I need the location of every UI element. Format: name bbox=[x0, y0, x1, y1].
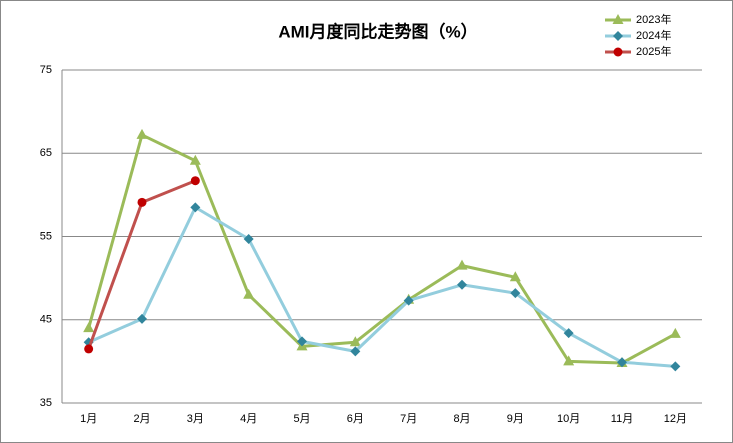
marker bbox=[563, 328, 574, 339]
marker bbox=[457, 279, 467, 290]
x-tick-label: 3月 bbox=[187, 413, 204, 425]
marker bbox=[137, 197, 147, 207]
y-tick-label: 55 bbox=[40, 230, 52, 242]
marker bbox=[136, 128, 148, 139]
marker bbox=[83, 322, 95, 333]
legend-marker bbox=[613, 31, 623, 41]
x-tick-label: 8月 bbox=[453, 413, 470, 425]
marker bbox=[190, 176, 200, 186]
marker bbox=[403, 295, 414, 306]
marker bbox=[617, 357, 627, 368]
marker bbox=[190, 202, 201, 213]
x-tick-label: 9月 bbox=[507, 413, 524, 425]
marker bbox=[84, 344, 94, 354]
x-tick-label: 5月 bbox=[293, 413, 310, 425]
marker bbox=[670, 361, 681, 372]
chart-title: AMI月度同比走势图（%） bbox=[278, 21, 477, 41]
x-tick-label: 2月 bbox=[133, 413, 150, 425]
marker bbox=[563, 355, 575, 366]
marker bbox=[349, 336, 361, 347]
marker bbox=[456, 259, 468, 270]
x-tick-label: 1月 bbox=[80, 413, 97, 425]
x-tick-label: 6月 bbox=[347, 413, 364, 425]
marker bbox=[297, 336, 307, 347]
legend-marker bbox=[612, 14, 624, 24]
marker bbox=[189, 154, 201, 165]
legend-label: 2023年 bbox=[636, 12, 671, 26]
marker bbox=[509, 271, 521, 282]
marker bbox=[510, 288, 521, 299]
y-tick-label: 45 bbox=[40, 314, 52, 326]
legend-label: 2024年 bbox=[636, 28, 671, 42]
marker bbox=[350, 346, 361, 357]
x-tick-label: 10月 bbox=[557, 413, 580, 425]
series-line bbox=[87, 133, 677, 365]
y-tick-label: 75 bbox=[40, 64, 52, 76]
marker bbox=[243, 233, 254, 244]
x-tick-label: 7月 bbox=[400, 413, 417, 425]
y-tick-label: 35 bbox=[40, 397, 52, 409]
series-line bbox=[88, 205, 676, 368]
x-tick-label: 12月 bbox=[664, 413, 687, 425]
y-tick-label: 65 bbox=[40, 147, 52, 159]
x-tick-label: 11月 bbox=[611, 413, 633, 425]
x-tick-label: 4月 bbox=[240, 413, 257, 425]
legend-marker bbox=[613, 47, 623, 57]
marker bbox=[137, 313, 147, 324]
legend-label: 2025年 bbox=[636, 44, 671, 58]
marker bbox=[669, 327, 681, 338]
marker bbox=[243, 288, 255, 299]
